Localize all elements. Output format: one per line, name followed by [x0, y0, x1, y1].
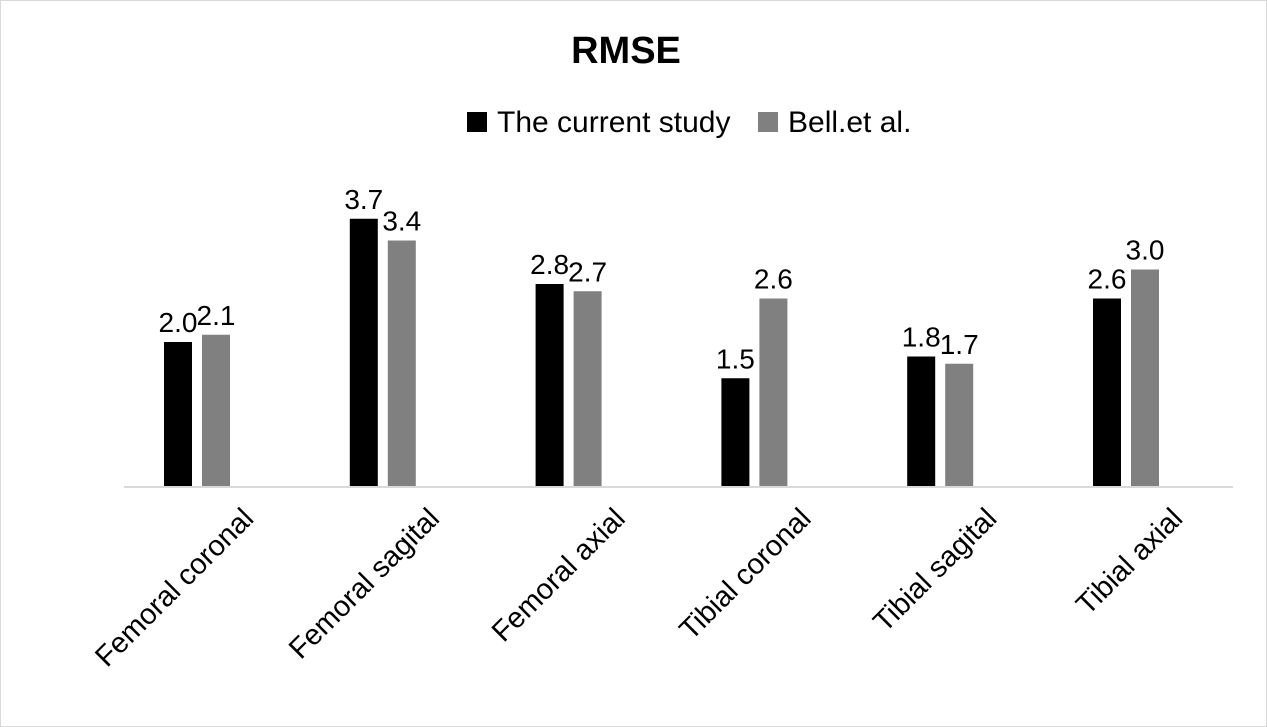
x-tick-label-femoral-coronal: Femoral coronal — [89, 502, 260, 673]
bar-bell-et-al-tibial-axial — [1131, 269, 1159, 487]
legend-swatch-bell-et-al — [758, 112, 778, 132]
x-tick-label-femoral-sagital: Femoral sagital — [283, 502, 446, 665]
legend-label-current-study: The current study — [497, 106, 730, 139]
x-tick-label-femoral-axial: Femoral axial — [486, 502, 632, 648]
bar-the-current-study-tibial-sagital — [907, 356, 936, 487]
legend-swatch-current-study — [467, 112, 487, 132]
plot-area: 2.0 2.1 Femoral coronal 3.73.4 Femoral sagit… — [89, 184, 1189, 674]
legend-label-bell-et-al: Bell.et al. — [788, 106, 911, 139]
data-label-the-current-study-tibial-sagital: 1.8 — [902, 322, 941, 353]
data-label-the-current-study-femoral-axial: 2.8 — [530, 249, 569, 280]
bar-the-current-study-femoral-sagital — [349, 218, 378, 487]
bar-bell-et-al-femoral-axial — [573, 291, 602, 487]
data-label-bell-et-al-femoral-sagital: 3.4 — [382, 206, 421, 237]
bar-the-current-study-femoral-coronal — [164, 342, 192, 487]
legend: The current study Bell.et al. — [467, 106, 911, 139]
bar-bell-et-al-tibial-sagital — [945, 363, 974, 487]
data-label-bell-et-al-tibial-coronal: 2.6 — [754, 264, 793, 295]
data-label-bell-et-al-tibial-sagital: 1.7 — [940, 329, 979, 360]
bar-the-current-study-femoral-axial — [535, 284, 564, 487]
bar-bell-et-al-femoral-sagital — [387, 240, 416, 487]
data-label-the-current-study-tibial-coronal: 1.5 — [716, 343, 755, 374]
chart-title: RMSE — [571, 30, 681, 72]
data-label-bell-et-al-femoral-coronal: 2.1 — [197, 300, 236, 331]
bar-the-current-study-tibial-axial — [1093, 298, 1121, 487]
bar-bell-et-al-femoral-coronal — [202, 334, 230, 487]
x-tick-label-tibial-coronal: Tibial coronal — [674, 502, 818, 646]
data-label-the-current-study-tibial-axial: 2.6 — [1088, 264, 1127, 295]
data-label-the-current-study-femoral-sagital: 3.7 — [344, 184, 383, 215]
data-label-bell-et-al-femoral-axial: 2.7 — [568, 256, 607, 287]
x-tick-label-tibial-sagital: Tibial sagital — [867, 502, 1003, 638]
data-label-the-current-study-femoral-coronal: 2.0 — [159, 307, 198, 338]
x-tick-label-tibial-axial: Tibial axial — [1070, 502, 1189, 621]
data-label-bell-et-al-tibial-axial: 3.0 — [1126, 235, 1165, 266]
bar-bell-et-al-tibial-coronal — [759, 298, 788, 487]
bar-the-current-study-tibial-coronal — [721, 378, 750, 487]
